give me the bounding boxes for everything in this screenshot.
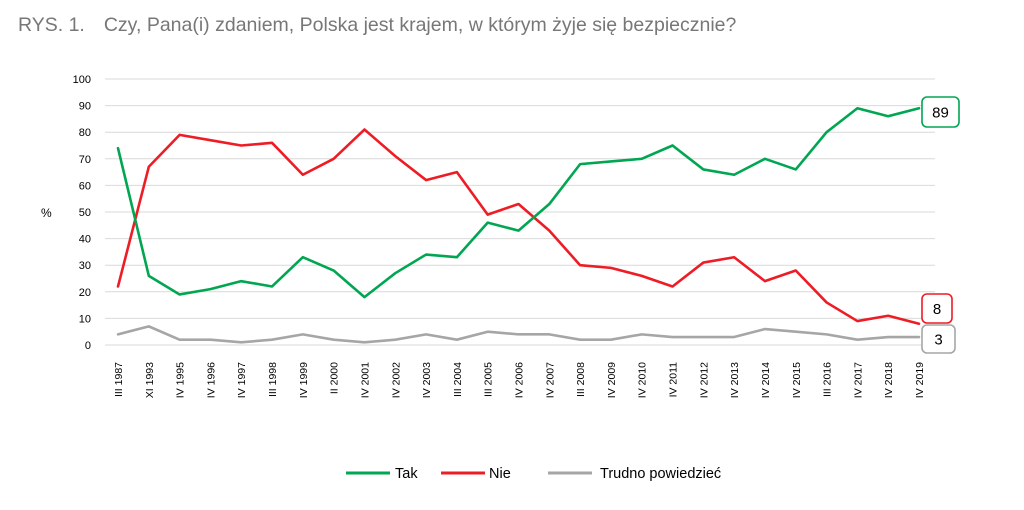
x-tick-label: IV 2019	[914, 362, 926, 398]
x-tick-label: XI 1993	[144, 362, 156, 398]
end-label-box	[921, 293, 953, 324]
y-tick-label: 20	[79, 287, 91, 299]
x-tick-label: IV 2007	[544, 362, 556, 398]
x-tick-label: III 1998	[267, 362, 279, 397]
series-line-1	[116, 128, 921, 326]
x-tick-label: IV 2009	[606, 362, 618, 398]
y-tick-label: 0	[85, 340, 91, 352]
series-lines	[116, 106, 921, 344]
y-tick-label: 10	[79, 313, 91, 325]
legend-label: Trudno powiedzieć	[600, 466, 721, 482]
x-tick-label: III 2005	[483, 362, 495, 397]
end-label-box	[921, 96, 960, 128]
x-tick-label: IV 2010	[637, 362, 649, 398]
y-tick-label: 60	[79, 180, 91, 192]
end-labels: 89 8 3	[921, 96, 960, 354]
series-line-2	[116, 325, 921, 344]
x-tick-label: III 2016	[822, 362, 834, 397]
figure-number: RYS. 1.	[18, 14, 85, 36]
x-tick-label: IV 2006	[514, 362, 526, 398]
x-tick-label: IV 2002	[390, 362, 402, 398]
end-label-box	[921, 324, 956, 354]
x-tick-label: IV 2014	[760, 362, 772, 398]
x-tick-label: IV 1997	[236, 362, 248, 398]
legend: Tak Nie Trudno powiedzieć	[346, 466, 721, 482]
x-tick-label: IV 2003	[421, 362, 433, 398]
x-tick-label: IV 2017	[852, 362, 864, 398]
x-tick-label: IV 2012	[698, 362, 710, 398]
x-tick-label: IV 2001	[359, 362, 371, 398]
x-tick-label: IV 2018	[883, 362, 895, 398]
y-tick-label: 70	[79, 154, 91, 166]
gridlines	[105, 78, 935, 346]
x-tick-label: IV 2013	[729, 362, 741, 398]
y-tick-label: 90	[79, 101, 91, 113]
y-tick-label: 100	[73, 74, 91, 86]
x-tick-label: IV 1995	[175, 362, 187, 398]
x-tick-label: II 2000	[329, 362, 341, 394]
end-label: 8	[933, 301, 941, 318]
x-tick-label: IV 2011	[668, 362, 680, 398]
x-tick-label: IV 2015	[791, 362, 803, 398]
end-label: 3	[934, 332, 942, 349]
x-axis-ticks: III 1987 XI 1993 IV 1995 IV 1996 IV 1997 III …	[113, 362, 926, 398]
x-tick-label: III 2008	[575, 362, 587, 397]
end-label: 89	[932, 105, 949, 122]
y-axis-ticks: 0 10 20 30 40 50 60 70 80 90 100	[73, 74, 91, 352]
question-text: Czy, Pana(i) zdaniem, Polska jest krajem…	[103, 14, 737, 36]
x-tick-label: III 2004	[452, 362, 464, 397]
y-tick-label: 40	[79, 234, 91, 246]
y-tick-label: 50	[79, 207, 91, 219]
legend-label: Nie	[489, 466, 511, 482]
x-tick-label: IV 1996	[205, 362, 217, 398]
series-line-0	[116, 106, 921, 299]
y-tick-label: 30	[79, 260, 91, 272]
x-tick-label: IV 1999	[298, 362, 310, 398]
x-tick-label: III 1987	[113, 362, 125, 397]
legend-label: Tak	[395, 466, 418, 482]
chart-title: RYS. 1. Czy, Pana(i) zdaniem, Polska jest…	[18, 14, 736, 37]
y-axis-label: %	[41, 206, 52, 220]
y-tick-label: 80	[79, 127, 91, 139]
